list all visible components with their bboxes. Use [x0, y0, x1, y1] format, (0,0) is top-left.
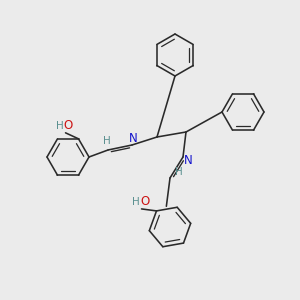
Text: H: H	[103, 136, 111, 146]
Text: N: N	[129, 131, 137, 145]
Text: O: O	[140, 195, 149, 208]
Text: H: H	[132, 197, 140, 207]
Text: N: N	[184, 154, 192, 166]
Text: H: H	[175, 167, 183, 177]
Text: H: H	[56, 121, 63, 131]
Text: O: O	[64, 119, 73, 132]
